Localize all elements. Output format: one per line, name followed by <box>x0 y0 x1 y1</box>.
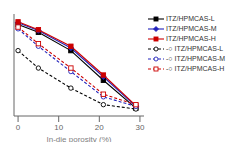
html-text:ITZ/HPMCAS-L: ITZ/HPMCAS-L <box>166 15 215 22</box>
svg-text:0: 0 <box>16 123 21 132</box>
svg-text:20: 20 <box>95 123 104 132</box>
html-text:-○ ITZ/HPMCAS-H: -○ ITZ/HPMCAS-H <box>166 65 225 72</box>
svg-text:10: 10 <box>54 123 63 132</box>
html-text:-○ ITZ/HPMCAS-M: -○ ITZ/HPMCAS-M <box>166 55 226 62</box>
html-text:ITZ/HPMCAS-M: ITZ/HPMCAS-M <box>166 25 217 32</box>
svg-text:In-die porosity (%): In-die porosity (%) <box>47 135 112 142</box>
svg-text:30: 30 <box>135 123 144 132</box>
html-text:-○ ITZ/HPMCAS-L: -○ ITZ/HPMCAS-L <box>166 45 224 52</box>
html-text:ITZ/HPMCAS-H: ITZ/HPMCAS-H <box>166 35 216 42</box>
